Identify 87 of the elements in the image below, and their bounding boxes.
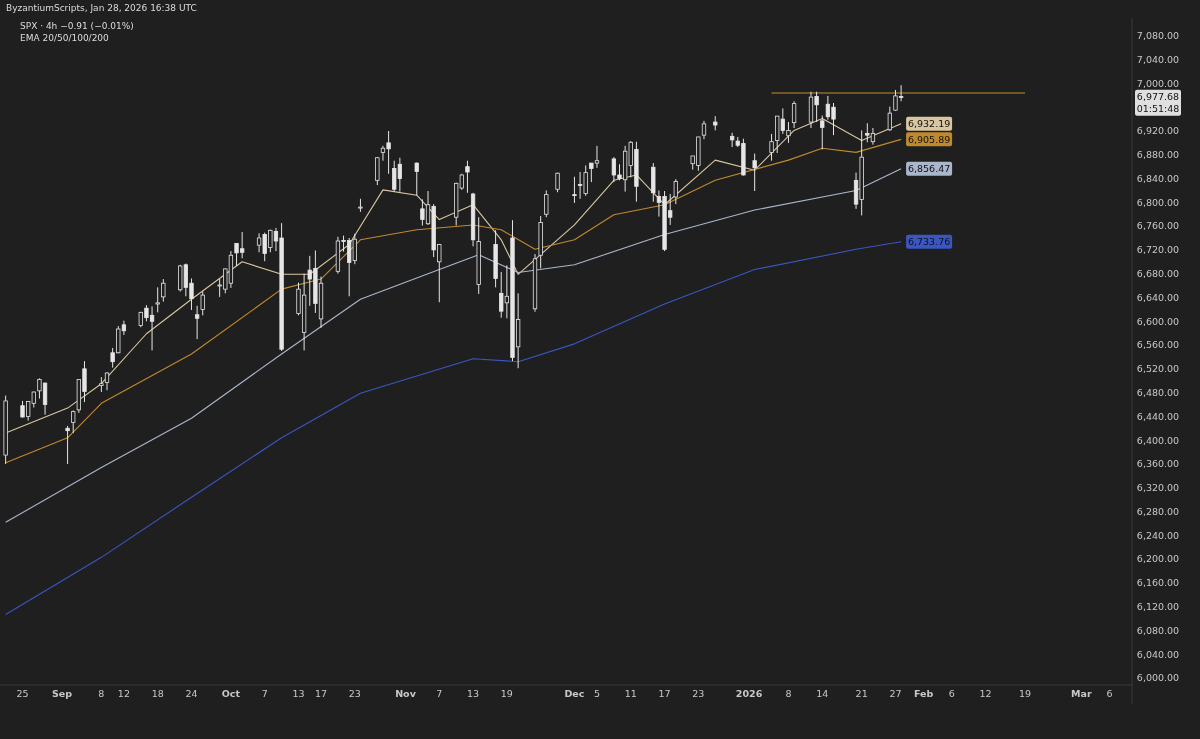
y-tick-label: 6,320.00 bbox=[1136, 482, 1180, 494]
candlestick bbox=[161, 278, 166, 303]
candlestick bbox=[465, 160, 470, 194]
y-tick-label: 6,840.00 bbox=[1136, 172, 1180, 184]
candlestick bbox=[673, 178, 678, 205]
y-tick-label: 6,400.00 bbox=[1136, 434, 1180, 446]
x-tick-label: 11 bbox=[624, 688, 637, 699]
candlestick bbox=[887, 106, 892, 132]
y-tick-label: 6,520.00 bbox=[1136, 363, 1180, 375]
y-tick-label: 6,720.00 bbox=[1136, 244, 1180, 256]
y-tick-label: 6,480.00 bbox=[1136, 386, 1180, 398]
text: 01:51:48 bbox=[1136, 103, 1180, 115]
x-tick-label: 2026 bbox=[735, 688, 763, 699]
x-tick-label: 19 bbox=[500, 688, 513, 699]
candlestick bbox=[71, 409, 76, 434]
y-tick-label: 6,280.00 bbox=[1136, 505, 1180, 517]
x-tick-label: Oct bbox=[221, 688, 241, 699]
y-tick-label: 6,040.00 bbox=[1136, 648, 1180, 660]
x-tick-label: 7 bbox=[436, 688, 443, 699]
y-tick-label: 6,080.00 bbox=[1136, 624, 1180, 636]
x-tick-label: 8 bbox=[785, 688, 792, 699]
candlestick bbox=[194, 305, 200, 340]
x-tick-label: 24 bbox=[185, 688, 198, 699]
candlestick bbox=[544, 189, 549, 218]
candlestick bbox=[414, 162, 419, 196]
x-tick-label: 8 bbox=[98, 688, 105, 699]
x-tick-label: 5 bbox=[593, 688, 600, 699]
data-label: 6,905.89 bbox=[907, 133, 951, 145]
y-tick-label: 6,360.00 bbox=[1136, 458, 1180, 470]
y-tick-label: 6,240.00 bbox=[1136, 529, 1180, 541]
y-tick-label: 6,600.00 bbox=[1136, 315, 1180, 327]
line-series bbox=[5, 168, 902, 523]
x-tick-label: Dec bbox=[564, 688, 585, 699]
line-series bbox=[5, 241, 902, 615]
y-tick-label: 6,440.00 bbox=[1136, 410, 1180, 422]
y-tick-label: 6,760.00 bbox=[1136, 220, 1180, 232]
candlestick bbox=[752, 153, 757, 192]
annotation: EMA 20/50/100/200 bbox=[20, 33, 110, 43]
x-tick-label: Mar bbox=[1071, 688, 1092, 699]
y-tick-label: 6,680.00 bbox=[1136, 268, 1180, 280]
x-tick-label: 27 bbox=[889, 688, 902, 699]
y-tick-label: 7,040.00 bbox=[1136, 53, 1180, 65]
x-tick-label: 17 bbox=[658, 688, 671, 699]
y-tick-label: 6,640.00 bbox=[1136, 291, 1180, 303]
y-tick-label: 7,000.00 bbox=[1136, 77, 1180, 89]
candlestick bbox=[375, 156, 380, 186]
x-tick-label: 12 bbox=[117, 688, 130, 699]
x-tick-label: 25 bbox=[16, 688, 29, 699]
y-tick-label: 6,200.00 bbox=[1136, 553, 1180, 565]
candlestick bbox=[572, 176, 577, 204]
y-tick-label: 6,160.00 bbox=[1136, 577, 1180, 589]
x-tick-label: 7 bbox=[261, 688, 268, 699]
x-tick-label: 14 bbox=[816, 688, 829, 699]
candlestick bbox=[200, 291, 205, 316]
x-tick-label: 23 bbox=[692, 688, 705, 699]
y-tick-label: 6,560.00 bbox=[1136, 339, 1180, 351]
chart-subtitle: SPX · 4h −0.91 (−0.01%) bbox=[20, 21, 134, 31]
candlestick bbox=[155, 286, 160, 313]
x-tick-label: 23 bbox=[348, 688, 361, 699]
text: 6,977.68 bbox=[1136, 91, 1180, 103]
y-tick-label: 6,000.00 bbox=[1136, 672, 1180, 684]
x-tick-label: Sep bbox=[51, 688, 73, 699]
data-label: 6,856.47 bbox=[907, 163, 951, 175]
data-label: 6,932.19 bbox=[907, 118, 951, 130]
candlestick bbox=[791, 100, 797, 129]
candlestick bbox=[769, 133, 774, 162]
y-tick-label: 6,800.00 bbox=[1136, 196, 1180, 208]
x-tick-label: 6 bbox=[948, 688, 955, 699]
y-tick-label: 6,920.00 bbox=[1136, 125, 1180, 137]
x-tick-label: 19 bbox=[1018, 688, 1032, 699]
y-tick-label: 6,880.00 bbox=[1136, 149, 1180, 161]
candlestick bbox=[701, 120, 707, 140]
y-tick-label: 7,080.00 bbox=[1136, 30, 1180, 42]
candlestick bbox=[65, 425, 70, 465]
data-label: 6,733.76 bbox=[907, 236, 951, 248]
y-tick-label: 6,120.00 bbox=[1136, 601, 1180, 613]
x-tick-label: 21 bbox=[855, 688, 868, 699]
x-tick-label: 13 bbox=[467, 688, 480, 699]
x-tick-label: 12 bbox=[979, 688, 992, 699]
x-tick-label: 13 bbox=[292, 688, 305, 699]
chart-title: ByzantiumScripts, Jan 28, 2026 16:38 UTC bbox=[6, 3, 197, 13]
x-tick-label: 18 bbox=[151, 688, 164, 699]
x-tick-label: Nov bbox=[395, 688, 417, 699]
x-tick-label: 6 bbox=[1106, 688, 1113, 699]
x-tick-label: 17 bbox=[314, 688, 328, 699]
candlestick bbox=[820, 115, 825, 150]
x-tick-label: Feb bbox=[913, 688, 934, 699]
